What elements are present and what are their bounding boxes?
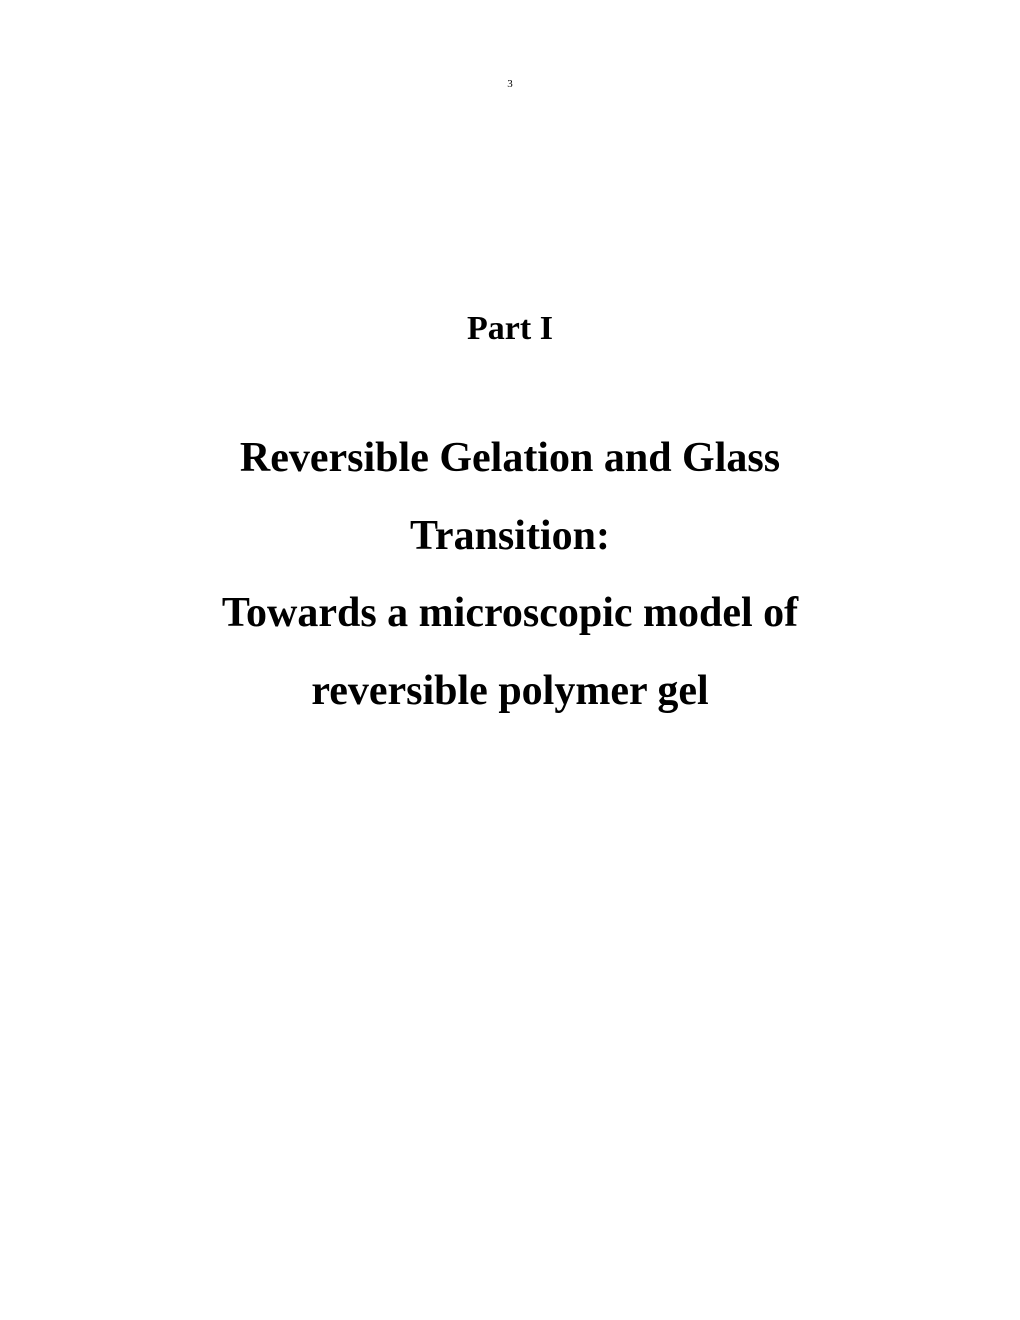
- title-line-2: Transition:: [0, 498, 1020, 576]
- title-line-3: Towards a microscopic model of: [0, 575, 1020, 653]
- part-label: Part I: [0, 310, 1020, 348]
- title-line-1: Reversible Gelation and Glass: [0, 420, 1020, 498]
- page-number: 3: [507, 78, 513, 90]
- title-line-4: reversible polymer gel: [0, 653, 1020, 731]
- main-content: Part I Reversible Gelation and Glass Tra…: [0, 310, 1020, 731]
